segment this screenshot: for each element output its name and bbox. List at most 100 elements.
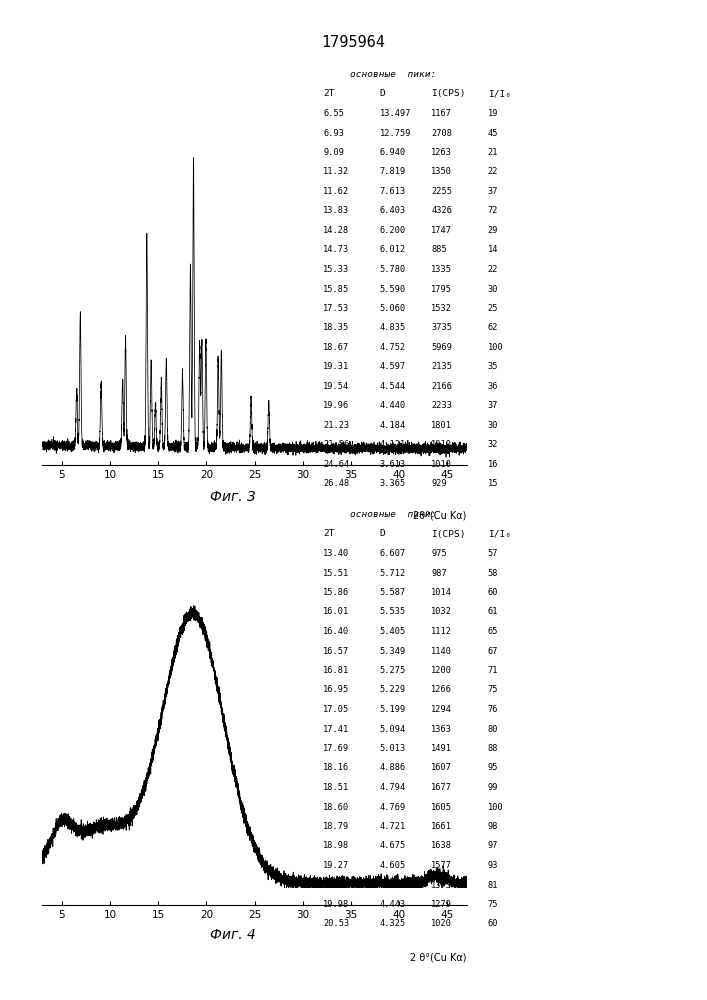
Text: I(CPS): I(CPS) bbox=[431, 530, 466, 538]
Text: 5.094: 5.094 bbox=[380, 724, 406, 734]
Text: 16.57: 16.57 bbox=[323, 647, 349, 656]
Text: 88: 88 bbox=[488, 744, 498, 753]
Text: 62: 62 bbox=[488, 323, 498, 332]
Text: 60: 60 bbox=[488, 920, 498, 928]
Text: 4.121: 4.121 bbox=[380, 440, 406, 449]
Text: основные  пики:: основные пики: bbox=[350, 70, 436, 79]
Text: 1491: 1491 bbox=[431, 744, 452, 753]
Text: 13.40: 13.40 bbox=[323, 549, 349, 558]
Text: 95: 95 bbox=[488, 764, 498, 772]
Text: 1638: 1638 bbox=[431, 842, 452, 850]
Text: 4.886: 4.886 bbox=[380, 764, 406, 772]
Text: 3.365: 3.365 bbox=[380, 479, 406, 488]
Text: 6.55: 6.55 bbox=[323, 109, 344, 118]
Text: 7.613: 7.613 bbox=[380, 187, 406, 196]
Text: 16.01: 16.01 bbox=[323, 608, 349, 616]
Text: 1363: 1363 bbox=[431, 724, 452, 734]
Text: 26.48: 26.48 bbox=[323, 479, 349, 488]
Text: I/I₀: I/I₀ bbox=[488, 89, 511, 98]
Text: 1795: 1795 bbox=[431, 284, 452, 294]
Text: основные  пики:: основные пики: bbox=[350, 510, 436, 519]
Text: 1279: 1279 bbox=[431, 900, 452, 909]
Text: 17.41: 17.41 bbox=[323, 724, 349, 734]
Text: 1910: 1910 bbox=[431, 440, 452, 449]
Text: 5.349: 5.349 bbox=[380, 647, 406, 656]
Text: 4.675: 4.675 bbox=[380, 842, 406, 850]
Text: 2135: 2135 bbox=[431, 362, 452, 371]
Text: 4.721: 4.721 bbox=[380, 822, 406, 831]
Text: 3735: 3735 bbox=[431, 323, 452, 332]
Text: 18.51: 18.51 bbox=[323, 783, 349, 792]
Text: 37: 37 bbox=[488, 187, 498, 196]
Text: 11.62: 11.62 bbox=[323, 187, 349, 196]
Text: 1014: 1014 bbox=[431, 588, 452, 597]
Text: 1532: 1532 bbox=[431, 304, 452, 313]
Text: 60: 60 bbox=[488, 588, 498, 597]
Text: 1661: 1661 bbox=[431, 822, 452, 831]
Text: 61: 61 bbox=[488, 608, 498, 616]
Text: 57: 57 bbox=[488, 549, 498, 558]
Text: 1294: 1294 bbox=[431, 705, 452, 714]
Text: 1335: 1335 bbox=[431, 265, 452, 274]
Text: 4.184: 4.184 bbox=[380, 421, 406, 430]
Text: 1010: 1010 bbox=[431, 460, 452, 469]
Text: 1747: 1747 bbox=[431, 226, 452, 235]
Text: 99: 99 bbox=[488, 783, 498, 792]
Text: 36: 36 bbox=[488, 382, 498, 391]
Text: 72: 72 bbox=[488, 206, 498, 215]
Text: 2T: 2T bbox=[323, 89, 334, 98]
Text: 4.443: 4.443 bbox=[380, 900, 406, 909]
Text: 15.33: 15.33 bbox=[323, 265, 349, 274]
Text: 16: 16 bbox=[488, 460, 498, 469]
Text: 5.013: 5.013 bbox=[380, 744, 406, 753]
Text: 4.544: 4.544 bbox=[380, 382, 406, 391]
Text: 67: 67 bbox=[488, 647, 498, 656]
Text: 71: 71 bbox=[488, 666, 498, 675]
Text: 5.060: 5.060 bbox=[380, 304, 406, 313]
Text: Фиг. 4: Фиг. 4 bbox=[211, 928, 256, 942]
Text: 6.93: 6.93 bbox=[323, 128, 344, 137]
Text: 93: 93 bbox=[488, 861, 498, 870]
Text: 5.780: 5.780 bbox=[380, 265, 406, 274]
Text: 18.16: 18.16 bbox=[323, 764, 349, 772]
Text: 5.405: 5.405 bbox=[380, 627, 406, 636]
Text: 4.769: 4.769 bbox=[380, 802, 406, 812]
Text: 5969: 5969 bbox=[431, 343, 452, 352]
Text: 17.69: 17.69 bbox=[323, 744, 349, 753]
Text: 19.68: 19.68 bbox=[323, 880, 349, 890]
Text: 1350: 1350 bbox=[431, 167, 452, 176]
Text: D: D bbox=[380, 530, 385, 538]
Text: 18.67: 18.67 bbox=[323, 343, 349, 352]
Text: 2233: 2233 bbox=[431, 401, 452, 410]
Text: 81: 81 bbox=[488, 880, 498, 890]
Text: 4.605: 4.605 bbox=[380, 861, 406, 870]
Text: 35: 35 bbox=[488, 362, 498, 371]
Text: D: D bbox=[380, 89, 385, 98]
Text: 15: 15 bbox=[488, 479, 498, 488]
Text: 30: 30 bbox=[488, 284, 498, 294]
Text: 1605: 1605 bbox=[431, 802, 452, 812]
Text: 21: 21 bbox=[488, 148, 498, 157]
Text: 11.32: 11.32 bbox=[323, 167, 349, 176]
Text: 15.51: 15.51 bbox=[323, 568, 349, 578]
Text: 14.73: 14.73 bbox=[323, 245, 349, 254]
Text: I(CPS): I(CPS) bbox=[431, 89, 466, 98]
Text: 14: 14 bbox=[488, 245, 498, 254]
Text: 5.229: 5.229 bbox=[380, 686, 406, 694]
Text: 18.98: 18.98 bbox=[323, 842, 349, 850]
Text: 7.819: 7.819 bbox=[380, 167, 406, 176]
Text: 2255: 2255 bbox=[431, 187, 452, 196]
Text: 5.535: 5.535 bbox=[380, 608, 406, 616]
Text: 30: 30 bbox=[488, 421, 498, 430]
Text: 75: 75 bbox=[488, 900, 498, 909]
Text: 14.28: 14.28 bbox=[323, 226, 349, 235]
Text: 18.35: 18.35 bbox=[323, 323, 349, 332]
Text: 4.752: 4.752 bbox=[380, 343, 406, 352]
Text: 16.40: 16.40 bbox=[323, 627, 349, 636]
Text: 75: 75 bbox=[488, 686, 498, 694]
Text: 5.587: 5.587 bbox=[380, 588, 406, 597]
Text: 24.64: 24.64 bbox=[323, 460, 349, 469]
Text: 1577: 1577 bbox=[431, 861, 452, 870]
Text: 9.09: 9.09 bbox=[323, 148, 344, 157]
Text: 6.200: 6.200 bbox=[380, 226, 406, 235]
